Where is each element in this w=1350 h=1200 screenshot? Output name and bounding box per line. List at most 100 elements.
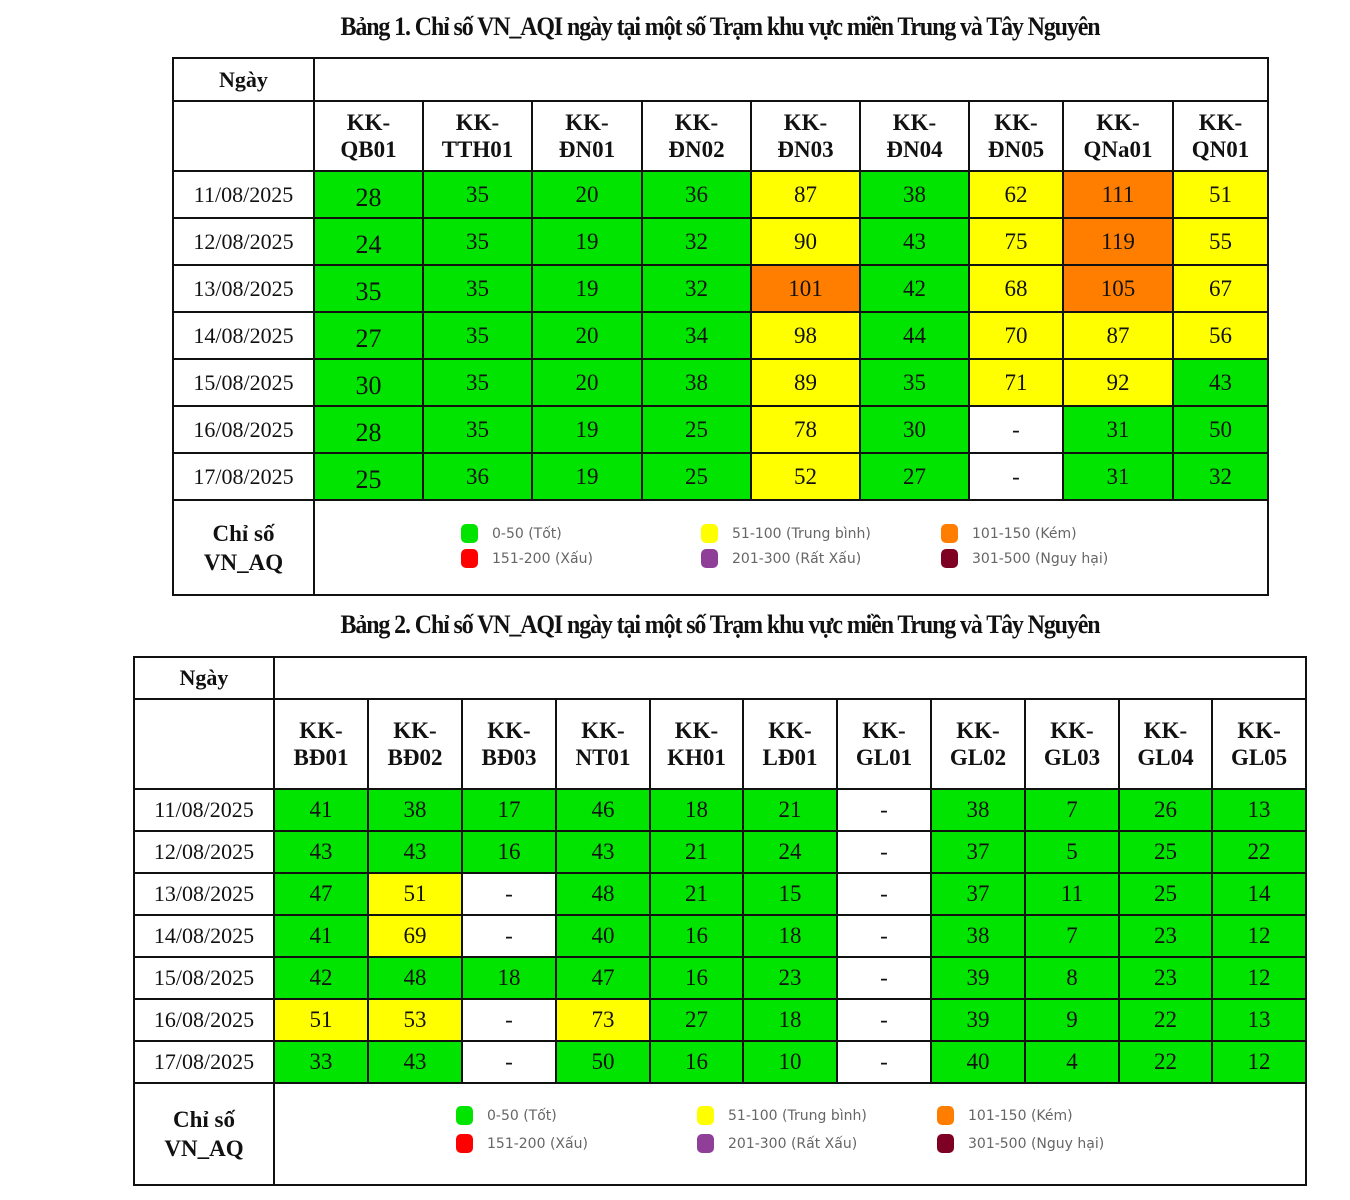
station-header: KK- GL02 xyxy=(930,698,1026,790)
station-prefix: KK- xyxy=(674,718,719,743)
aqi-value-cell: 14 xyxy=(1210,872,1308,916)
station-prefix: KK- xyxy=(581,718,625,743)
aqi-value-cell: 35 xyxy=(422,358,533,407)
legend-title: Chỉ số VN_AQ xyxy=(172,499,315,596)
legend-item: 0-50 (Tốt) xyxy=(456,1106,557,1125)
aqi-value-cell: 43 xyxy=(367,830,463,874)
aqi-value-cell: - xyxy=(461,914,557,958)
legend-swatch-icon xyxy=(941,549,958,568)
aqi-value-cell: - xyxy=(836,830,932,874)
aqi-value-cell: 92 xyxy=(1062,358,1174,407)
legend-title-line1: Chỉ số xyxy=(212,520,275,546)
station-code: GL04 xyxy=(1137,745,1194,770)
aqi-value-cell: 87 xyxy=(1062,311,1174,360)
aqi-value-cell: 31 xyxy=(1062,405,1174,454)
aqi-value-cell: 28 xyxy=(313,170,424,219)
aqi-value-cell: 7 xyxy=(1024,788,1120,832)
date-column-header: Ngày xyxy=(172,57,315,102)
aqi-value-cell: 28 xyxy=(313,405,424,454)
station-code: BĐ03 xyxy=(481,745,537,770)
table-row: 12/08/2025 24 35 19 32 90 43 75 119 55 xyxy=(172,217,1270,266)
table-row: 15/08/2025 42 48 18 47 16 23-39 8 23 12 xyxy=(133,956,1308,1000)
station-code: LĐ01 xyxy=(762,745,818,770)
legend-item: 51-100 (Trung bình) xyxy=(697,1106,867,1125)
station-prefix: KK- xyxy=(862,718,906,743)
aqi-value-cell: 18 xyxy=(742,914,838,958)
station-code: GL02 xyxy=(949,745,1007,770)
aqi-value-cell: 39 xyxy=(930,998,1026,1042)
aqi-value-cell: 36 xyxy=(422,452,533,501)
aqi-value-cell: - xyxy=(461,1040,557,1084)
aqi-value-cell: 12 xyxy=(1210,1040,1308,1084)
station-header-blank xyxy=(133,698,275,790)
aqi-value-cell: 47 xyxy=(555,956,651,1000)
aqi-value-cell: 89 xyxy=(750,358,861,407)
aqi-value-cell: 101 xyxy=(750,264,861,313)
aqi-value-cell: 37 xyxy=(930,830,1026,874)
aqi-value-cell: 16 xyxy=(649,914,744,958)
aqi-value-cell: 43 xyxy=(1171,358,1270,407)
date-cell: 15/08/2025 xyxy=(172,358,315,407)
aqi-value-cell: 35 xyxy=(422,264,533,313)
station-code: KH01 xyxy=(667,745,726,770)
station-header: KK- KH01 xyxy=(649,698,744,790)
aqi-table-2: Ngày KK- BĐ01 KK- BĐ02 KK- BĐ03 KK- NT01 KK- KH01 K… xyxy=(133,656,1308,1186)
aqi-value-cell: 18 xyxy=(649,788,744,832)
station-header: KK- GL01 xyxy=(836,698,932,790)
aqi-value-cell: 27 xyxy=(859,452,970,501)
date-cell: 16/08/2025 xyxy=(172,405,315,454)
table-row: 14/08/2025 27 35 20 34 98 44 70 87 56 xyxy=(172,311,1270,360)
legend-title-line2: VN_AQ xyxy=(203,549,284,575)
aqi-value-cell: 42 xyxy=(859,264,970,313)
station-code: ĐN05 xyxy=(987,137,1045,162)
aqi-value-cell: 35 xyxy=(422,311,533,360)
aqi-value-cell: 38 xyxy=(930,914,1026,958)
date-cell: 11/08/2025 xyxy=(172,170,315,219)
station-prefix: KK- xyxy=(783,110,828,135)
legend-swatch-icon xyxy=(701,549,718,568)
station-header: KK- BĐ01 xyxy=(273,698,369,790)
aqi-value-cell: 25 xyxy=(1118,830,1213,874)
station-code: GL03 xyxy=(1043,745,1101,770)
station-header: KK- GL05 xyxy=(1210,698,1308,790)
legend-label: 101-150 (Kém) xyxy=(972,525,1077,542)
aqi-value-cell: - xyxy=(836,788,932,832)
aqi-value-cell: 8 xyxy=(1024,956,1120,1000)
legend-row: Chỉ số VN_AQ 0-50 (Tốt) 51-100 (Trung bình)… xyxy=(172,499,1270,596)
aqi-value-cell: 119 xyxy=(1062,217,1174,266)
aqi-value-cell: - xyxy=(461,998,557,1042)
aqi-value-cell: 19 xyxy=(531,264,643,313)
station-header: KK- QN01 xyxy=(1171,100,1270,172)
aqi-value-cell: 23 xyxy=(1118,914,1213,958)
aqi-value-cell: - xyxy=(968,405,1064,454)
legend-item: 201-300 (Rất Xấu) xyxy=(701,549,861,568)
table-row: 17/08/2025 33 43-50 16 10-40 4 22 12 xyxy=(133,1040,1308,1084)
legend-container: 0-50 (Tốt) 51-100 (Trung bình) 101-150 (Ké… xyxy=(315,501,1267,594)
aqi-value-cell: 9 xyxy=(1024,998,1120,1042)
date-cell: 12/08/2025 xyxy=(133,830,275,874)
legend-swatch-icon xyxy=(461,524,478,543)
aqi-value-cell: 22 xyxy=(1210,830,1308,874)
date-column-header: Ngày xyxy=(133,656,275,700)
aqi-value-cell: 13 xyxy=(1210,998,1308,1042)
station-header: KK- GL04 xyxy=(1118,698,1213,790)
station-prefix: KK- xyxy=(892,110,937,135)
aqi-value-cell: - xyxy=(836,1040,932,1084)
legend-title-line1: Chỉ số xyxy=(173,1107,235,1132)
station-code: GL01 xyxy=(855,745,913,770)
aqi-value-cell: 52 xyxy=(750,452,861,501)
aqi-value-cell: 51 xyxy=(367,872,463,916)
aqi-value-cell: - xyxy=(968,452,1064,501)
aqi-value-cell: 4 xyxy=(1024,1040,1120,1084)
aqi-value-cell: 38 xyxy=(859,170,970,219)
legend-label: 201-300 (Rất Xấu) xyxy=(728,1135,858,1152)
aqi-value-cell: 7 xyxy=(1024,914,1120,958)
date-header-row: Ngày xyxy=(133,656,1308,700)
legend-swatch-icon xyxy=(456,1106,473,1125)
station-header: KK- ĐN02 xyxy=(641,100,752,172)
aqi-value-cell: 21 xyxy=(649,830,744,874)
aqi-value-cell: 30 xyxy=(859,405,970,454)
aqi-value-cell: 22 xyxy=(1118,1040,1213,1084)
aqi-value-cell: 15 xyxy=(742,872,838,916)
legend-swatch-icon xyxy=(937,1134,954,1153)
